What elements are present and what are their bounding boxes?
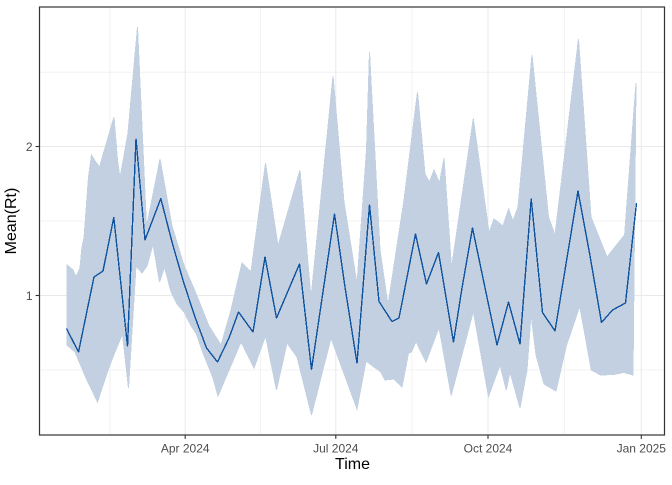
svg-text:Mean(Rt): Mean(Rt) <box>3 188 20 255</box>
svg-text:Oct 2024: Oct 2024 <box>464 442 513 456</box>
svg-text:Apr 2024: Apr 2024 <box>161 442 210 456</box>
svg-text:Jul 2024: Jul 2024 <box>313 442 359 456</box>
svg-text:1: 1 <box>26 289 33 303</box>
svg-text:Time: Time <box>335 456 370 473</box>
svg-text:2: 2 <box>26 140 33 154</box>
svg-text:Jan 2025: Jan 2025 <box>617 442 667 456</box>
